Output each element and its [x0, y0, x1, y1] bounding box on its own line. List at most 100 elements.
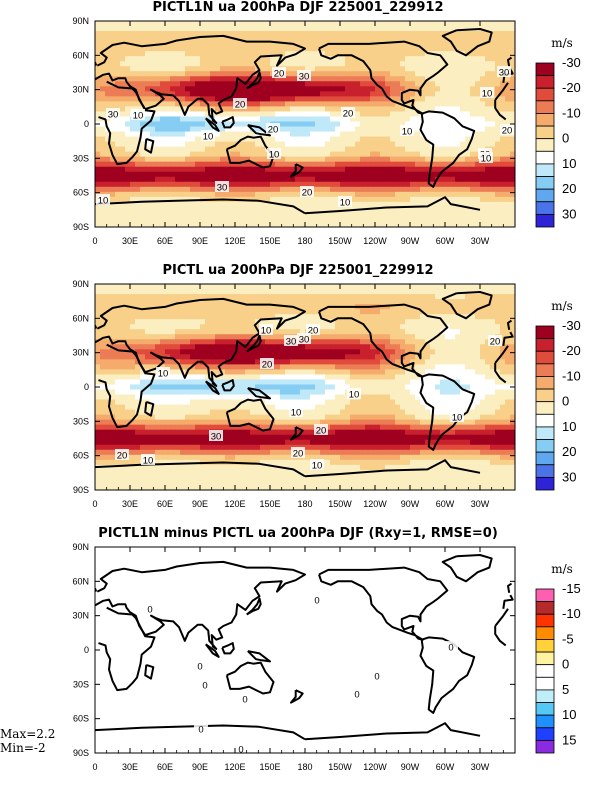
- field-cell: [430, 344, 436, 350]
- field-cell: [225, 354, 231, 360]
- field-cell: [445, 56, 451, 62]
- field-cell: [390, 211, 396, 218]
- field-cell: [450, 141, 456, 148]
- field-cell: [140, 66, 146, 72]
- field-cell: [470, 76, 476, 82]
- field-cell: [375, 131, 381, 138]
- field-cell: [340, 289, 346, 295]
- field-cell: [160, 339, 166, 345]
- field-cell: [130, 146, 136, 153]
- field-cell: [200, 161, 206, 168]
- field-cell: [115, 66, 121, 72]
- field-cell: [230, 216, 236, 223]
- contour-label-text: 20: [502, 126, 513, 137]
- field-cell: [325, 66, 331, 72]
- field-cell: [295, 324, 301, 330]
- field-cell: [280, 141, 286, 148]
- field-cell: [385, 116, 391, 123]
- field-cell: [325, 166, 331, 173]
- field-cell: [160, 46, 166, 52]
- field-cell: [260, 176, 266, 183]
- field-cell: [415, 76, 421, 82]
- field-cell: [510, 36, 515, 42]
- field-cell: [235, 56, 241, 62]
- field-cell: [275, 26, 281, 32]
- field-cell: [310, 151, 316, 158]
- field-cell: [195, 339, 201, 345]
- field-cell: [200, 309, 206, 315]
- field-cell: [380, 329, 386, 335]
- field-cell: [415, 91, 421, 97]
- field-cell: [240, 71, 246, 77]
- field-cell: [150, 221, 156, 227]
- field-cell: [365, 116, 371, 123]
- field-cell: [230, 294, 236, 300]
- field-cell: [250, 304, 256, 310]
- field-cell: [325, 111, 331, 118]
- field-cell: [260, 161, 266, 168]
- field-cell: [455, 71, 461, 77]
- field-cell: [140, 339, 146, 345]
- field-cell: [235, 354, 241, 360]
- field-cell: [140, 344, 146, 350]
- field-cell: [245, 76, 251, 82]
- field-cell: [215, 21, 221, 27]
- field-cell: [240, 36, 246, 42]
- field-cell: [335, 206, 341, 213]
- field-cell: [210, 294, 216, 300]
- field-cell: [510, 96, 515, 102]
- field-cell: [160, 211, 166, 218]
- field-cell: [240, 111, 246, 118]
- field-cell: [480, 206, 486, 213]
- field-cell: [395, 284, 401, 290]
- field-cell: [140, 166, 146, 173]
- field-cell: [270, 51, 276, 57]
- field-cell: [200, 156, 206, 163]
- field-cell: [295, 146, 301, 153]
- field-cell: [405, 76, 411, 82]
- field-cell: [345, 126, 351, 133]
- field-cell: [370, 221, 376, 227]
- field-cell: [240, 31, 246, 37]
- field-cell: [305, 349, 311, 355]
- field-cell: [250, 106, 256, 113]
- field-cell: [170, 359, 176, 365]
- field-cell: [255, 191, 261, 198]
- field-cell: [410, 151, 416, 158]
- field-cell: [465, 344, 471, 350]
- field-cell: [270, 206, 276, 213]
- field-cell: [110, 289, 116, 295]
- field-cell: [285, 86, 291, 92]
- field-cell: [370, 101, 376, 108]
- field-cell: [350, 36, 356, 42]
- field-cell: [430, 121, 436, 128]
- field-cell: [390, 86, 396, 92]
- field-cell: [320, 41, 326, 47]
- field-cell: [350, 309, 356, 315]
- field-cell: [190, 21, 196, 27]
- field-cell: [485, 31, 491, 37]
- field-cell: [380, 319, 386, 325]
- field-cell: [390, 339, 396, 345]
- field-cell: [195, 344, 201, 350]
- field-cell: [395, 186, 401, 193]
- field-cell: [390, 131, 396, 138]
- field-cell: [495, 86, 501, 92]
- field-cell: [445, 91, 451, 97]
- field-cell: [375, 156, 381, 163]
- field-cell: [305, 314, 311, 320]
- field-cell: [175, 126, 181, 133]
- field-cell: [480, 299, 486, 305]
- field-cell: [350, 364, 356, 371]
- field-cell: [280, 31, 286, 37]
- field-cell: [355, 51, 361, 57]
- field-cell: [195, 41, 201, 47]
- field-cell: [170, 146, 176, 153]
- field-cell: [120, 309, 126, 315]
- field-cell: [190, 106, 196, 113]
- field-cell: [295, 66, 301, 72]
- field-cell: [190, 324, 196, 330]
- field-cell: [390, 166, 396, 173]
- field-cell: [475, 151, 481, 158]
- field-cell: [260, 101, 266, 108]
